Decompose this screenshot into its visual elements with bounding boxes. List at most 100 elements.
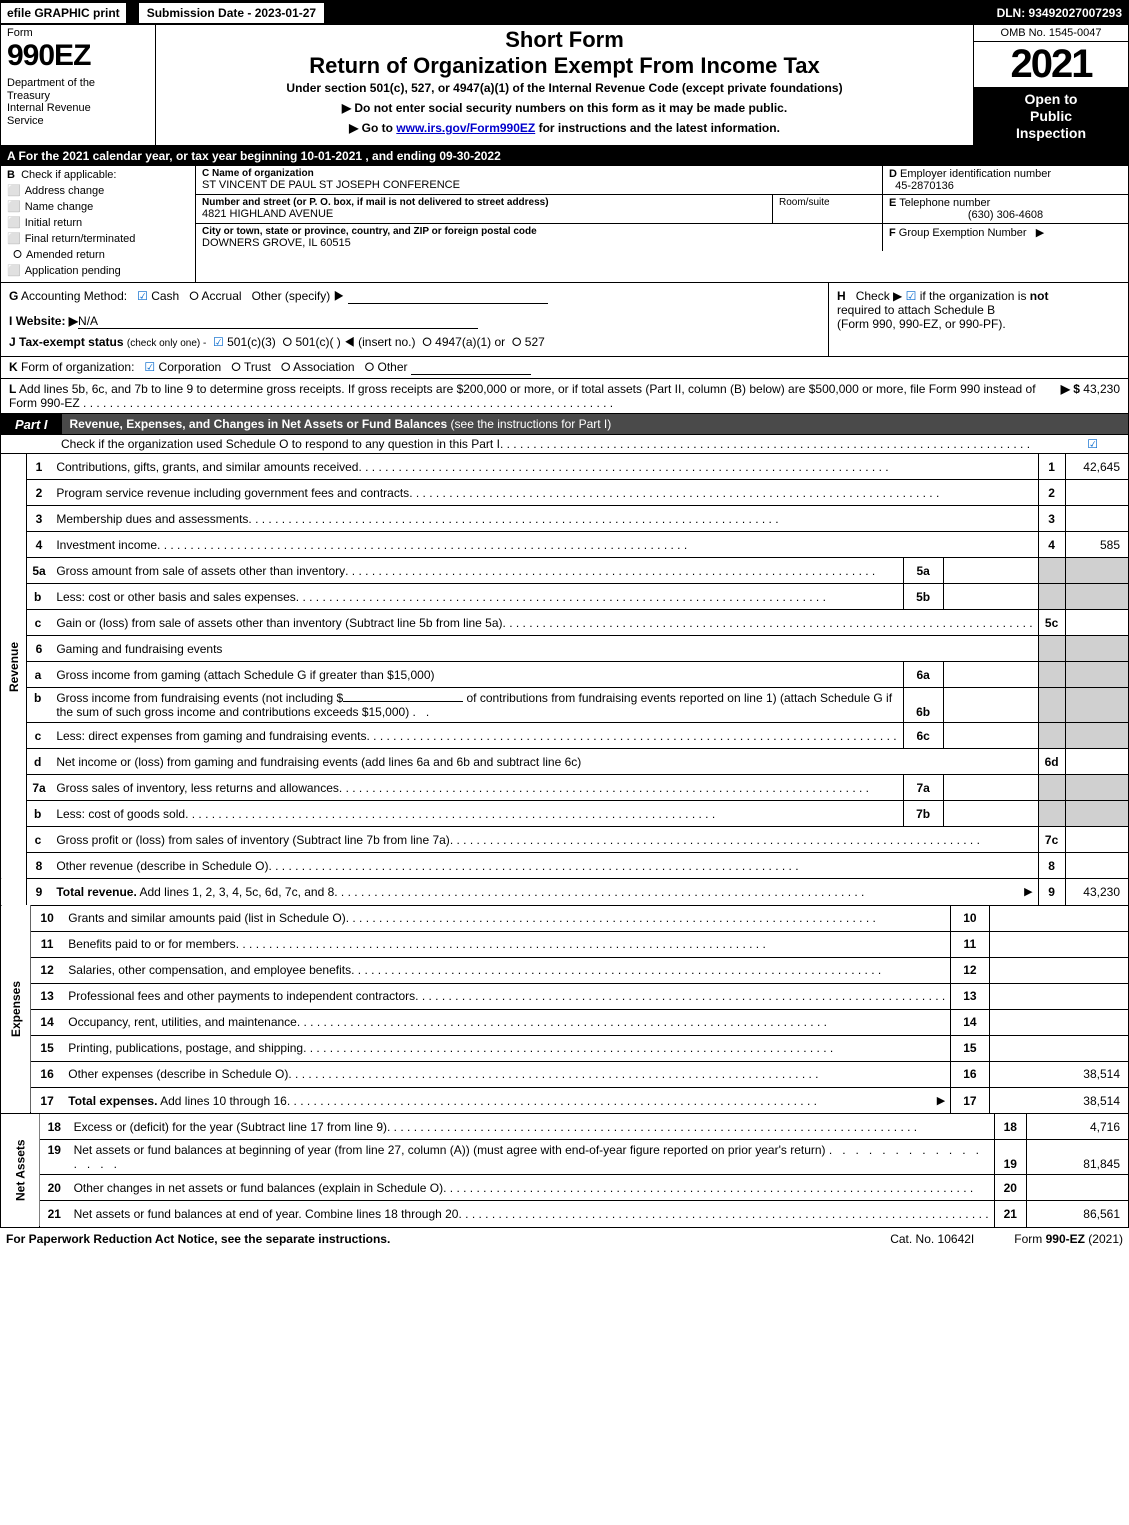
k-label: K	[9, 360, 18, 374]
r6c-box-val[interactable]	[943, 723, 1038, 749]
r7b-box-val[interactable]	[943, 801, 1038, 827]
row-12: 12 Salaries, other compensation, and emp…	[1, 957, 1128, 983]
row-17: 17 Total expenses. Add lines 10 through …	[1, 1087, 1128, 1113]
irs-link[interactable]: www.irs.gov/Form990EZ	[396, 121, 535, 135]
r7b-ln-shade	[1038, 801, 1065, 827]
e-label: E	[889, 197, 896, 209]
netassets-table: Net Assets 18 Excess or (deficit) for th…	[1, 1113, 1128, 1227]
501c3-check-icon[interactable]: ☑	[213, 335, 224, 349]
part-1-header-wrap: Part I Revenue, Expenses, and Changes in…	[1, 414, 1128, 454]
form-number: 990EZ	[7, 39, 149, 73]
r2-ln: 2	[1038, 480, 1065, 506]
h-check-icon[interactable]: ☑	[906, 289, 917, 303]
omb-number: OMB No. 1545-0047	[974, 25, 1128, 42]
r5a-box-val[interactable]	[943, 558, 1038, 584]
r7c-amt	[1065, 827, 1128, 853]
r1-ln: 1	[1038, 454, 1065, 480]
b-opt-0: Address change	[25, 185, 105, 197]
other-org-input[interactable]	[411, 361, 531, 375]
r10-amt	[989, 905, 1128, 931]
r6c-box-lbl: 6c	[903, 723, 943, 749]
row-20: 20 Other changes in net assets or fund b…	[1, 1175, 1128, 1201]
assoc-check-icon[interactable]: ⭘	[281, 360, 291, 374]
r6a-num: a	[26, 662, 51, 688]
r1-num: 1	[26, 454, 51, 480]
g-label: G	[9, 289, 18, 303]
instr2-post: for instructions and the latest informat…	[535, 121, 780, 135]
r6b-amount-input[interactable]	[343, 701, 463, 702]
accrual-check-icon[interactable]: ⭘	[189, 289, 199, 303]
r16-amt: 38,514	[989, 1061, 1128, 1087]
501c-check-icon[interactable]: ⭘	[282, 335, 292, 349]
org-name: ST VINCENT DE PAUL ST JOSEPH CONFERENCE	[202, 179, 460, 191]
tel-lbl: Telephone number	[899, 197, 990, 209]
r7a-box-val[interactable]	[943, 775, 1038, 801]
row-6b: b Gross income from fundraising events (…	[1, 688, 1128, 723]
header-left: Form 990EZ Department of theTreasuryInte…	[1, 25, 156, 145]
r20-desc: Other changes in net assets or fund bala…	[69, 1175, 995, 1201]
line-a: A For the 2021 calendar year, or tax yea…	[1, 146, 1128, 166]
b-opt-final[interactable]: ⬜Final return/terminated	[7, 232, 189, 248]
street-address: 4821 HIGHLAND AVENUE	[202, 208, 333, 220]
r5a-desc: Gross amount from sale of assets other t…	[51, 558, 903, 584]
corp-check-icon[interactable]: ☑	[144, 360, 155, 374]
form-word: Form	[7, 27, 149, 39]
r6-num: 6	[26, 636, 51, 662]
r6a-box-lbl: 6a	[903, 662, 943, 688]
r14-amt	[989, 1009, 1128, 1035]
line-g: G Accounting Method: ☑ Cash ⭘ Accrual Ot…	[9, 289, 820, 304]
page-footer: For Paperwork Reduction Act Notice, see …	[0, 1228, 1129, 1250]
527-check-icon[interactable]: ⭘	[512, 335, 522, 349]
b-opt-address[interactable]: ⬜Address change	[7, 184, 189, 200]
4947-check-icon[interactable]: ⭘	[422, 335, 432, 349]
schedule-o-check-icon[interactable]: ☑	[1087, 437, 1098, 451]
r13-amt	[989, 983, 1128, 1009]
r3-amt	[1065, 506, 1128, 532]
line-k: K Form of organization: ☑ Corporation ⭘ …	[1, 357, 1128, 379]
b-opt-initial[interactable]: ⬜Initial return	[7, 216, 189, 232]
row-8: 8 Other revenue (describe in Schedule O)…	[1, 853, 1128, 879]
instr-2: ▶ Go to www.irs.gov/Form990EZ for instru…	[162, 121, 967, 135]
other-check-icon[interactable]: ⭘	[365, 360, 375, 374]
r11-amt	[989, 931, 1128, 957]
r5c-ln: 5c	[1038, 610, 1065, 636]
cash-check-icon[interactable]: ☑	[137, 289, 148, 303]
part1-sub-text: Check if the organization used Schedule …	[61, 437, 500, 451]
r14-ln: 14	[951, 1009, 989, 1035]
b-opt-pending[interactable]: ⬜Application pending	[7, 264, 189, 280]
part-1-header: Part I Revenue, Expenses, and Changes in…	[1, 414, 1128, 435]
r6a-box-val[interactable]	[943, 662, 1038, 688]
b-opt-amended[interactable]: ⭘Amended return	[7, 248, 189, 264]
r7b-amt-shade	[1065, 801, 1128, 827]
row-7a: 7a Gross sales of inventory, less return…	[1, 775, 1128, 801]
r7c-desc: Gross profit or (loss) from sales of inv…	[51, 827, 1038, 853]
r6b-box-val[interactable]	[943, 688, 1038, 723]
row-4: 4 Investment income 4 585	[1, 532, 1128, 558]
b-opt-1: Name change	[25, 201, 94, 213]
e-tel-cell: E Telephone number (630) 306-4608	[883, 195, 1128, 224]
dept-label: Department of theTreasuryInternal Revenu…	[7, 77, 149, 128]
row-16: 16 Other expenses (describe in Schedule …	[1, 1061, 1128, 1087]
b-opt-name[interactable]: ⬜Name change	[7, 200, 189, 216]
opt-accrual: Accrual	[202, 289, 242, 303]
r3-ln: 3	[1038, 506, 1065, 532]
trust-check-icon[interactable]: ⭘	[231, 360, 241, 374]
tel-value: (630) 306-4608	[889, 209, 1122, 221]
row-10: Expenses 10 Grants and similar amounts p…	[1, 905, 1128, 931]
r10-ln: 10	[951, 905, 989, 931]
row-7c: c Gross profit or (loss) from sales of i…	[1, 827, 1128, 853]
r14-num: 14	[30, 1009, 63, 1035]
footer-right: Form 990-EZ (2021)	[1014, 1232, 1123, 1246]
j-label: J	[9, 335, 16, 349]
r5b-box-val[interactable]	[943, 584, 1038, 610]
opt-527: 527	[525, 335, 545, 349]
r5c-desc: Gain or (loss) from sale of assets other…	[51, 610, 1038, 636]
r2-amt	[1065, 480, 1128, 506]
instr-1: ▶ Do not enter social security numbers o…	[162, 101, 967, 115]
other-input[interactable]	[348, 290, 548, 304]
r6b-desc: Gross income from fundraising events (no…	[51, 688, 903, 723]
expenses-side-label: Expenses	[1, 905, 30, 1113]
r9-num: 9	[26, 879, 51, 905]
row-2: 2 Program service revenue including gove…	[1, 480, 1128, 506]
r15-desc: Printing, publications, postage, and shi…	[63, 1035, 951, 1061]
